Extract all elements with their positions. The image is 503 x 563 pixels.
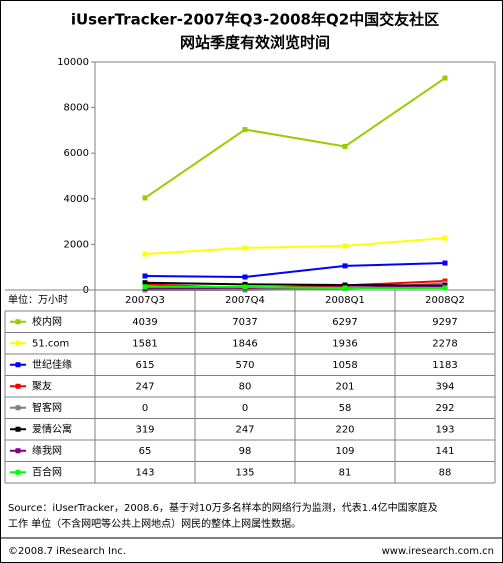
table-cell: 220 <box>335 424 354 435</box>
table-cell: 141 <box>435 446 454 457</box>
source-text: 工作 单位（不含网吧等公共上网地点）网民的整体上网属性数据。 <box>8 517 301 530</box>
table-cell: 143 <box>135 467 154 478</box>
series-line <box>144 281 446 287</box>
legend-label: 校内网 <box>32 315 62 328</box>
website: www.iresearch.com.cn <box>382 546 494 557</box>
table-cell: 4039 <box>132 317 157 328</box>
table-cell: 9297 <box>432 317 457 328</box>
chart-subtitle: 网站季度有效浏览时间 <box>180 34 330 52</box>
series-line <box>144 285 446 290</box>
table-cell: 0 <box>142 403 148 414</box>
legend-label: 缘我网 <box>32 444 62 457</box>
series-line <box>144 237 446 255</box>
table-cell: 247 <box>135 381 154 392</box>
legend-label: 爱情公寓 <box>32 422 72 435</box>
point-marker <box>342 263 348 269</box>
table-cell: 80 <box>239 381 252 392</box>
point-marker <box>142 251 148 257</box>
legend-marker <box>15 405 21 411</box>
table-cell: 394 <box>435 381 454 392</box>
point-marker <box>242 284 248 290</box>
table-cell: 0 <box>242 403 248 414</box>
point-marker <box>342 243 348 249</box>
copyright: ©2008.7 iResearch Inc. <box>8 546 126 557</box>
table-cell: 98 <box>239 446 252 457</box>
table-cell: 1183 <box>432 360 457 371</box>
table-cell: 2278 <box>432 338 457 349</box>
legend-marker <box>15 469 21 475</box>
table-cell: 319 <box>135 424 154 435</box>
y-tick-label: 8000 <box>64 103 89 114</box>
point-marker <box>442 75 448 81</box>
point-marker <box>142 284 148 290</box>
point-marker <box>142 195 148 201</box>
point-marker <box>442 235 448 241</box>
series-line <box>144 262 446 279</box>
legend-label: 百合网 <box>32 465 62 478</box>
y-tick-label: 4000 <box>64 194 89 205</box>
legend-label: 聚友 <box>32 379 52 392</box>
table-cell: 201 <box>335 381 354 392</box>
table-cell: 135 <box>235 467 254 478</box>
legend-label: 51.com <box>32 338 69 349</box>
legend-label: 智客网 <box>32 401 62 414</box>
table-cell: 615 <box>135 360 154 371</box>
legend-marker <box>15 340 21 346</box>
point-marker <box>242 127 248 133</box>
x-tick-label: 2008Q1 <box>325 295 365 306</box>
table-cell: 6297 <box>332 317 357 328</box>
table-cell: 247 <box>235 424 254 435</box>
legend-marker <box>15 426 21 432</box>
table-cell: 292 <box>435 403 454 414</box>
y-tick-label: 10000 <box>57 57 89 68</box>
point-marker <box>142 273 148 279</box>
table-cell: 1581 <box>132 338 157 349</box>
table-cell: 1846 <box>232 338 257 349</box>
table-cell: 1936 <box>332 338 357 349</box>
x-tick-label: 2008Q2 <box>425 295 465 306</box>
table-cell: 65 <box>139 446 152 457</box>
point-marker <box>142 280 148 286</box>
table-cell: 109 <box>335 446 354 457</box>
series-line <box>144 77 446 199</box>
point-marker <box>342 282 348 288</box>
y-tick-label: 6000 <box>64 148 89 159</box>
point-marker <box>242 245 248 251</box>
table-cell: 81 <box>339 467 352 478</box>
y-tick-label: 2000 <box>64 239 89 250</box>
table-cell: 193 <box>435 424 454 435</box>
x-tick-label: 2007Q4 <box>225 295 265 306</box>
legend-label: 世纪佳缘 <box>32 358 72 371</box>
point-marker <box>242 281 248 287</box>
point-marker <box>442 285 448 291</box>
point-marker <box>242 274 248 280</box>
x-tick-label: 2007Q3 <box>125 295 165 306</box>
chart-title: iUserTracker-2007年Q3-2008年Q2中国交友社区 <box>71 11 439 29</box>
unit-label: 单位：万小时 <box>8 293 68 306</box>
point-marker <box>342 143 348 149</box>
table-cell: 1058 <box>332 360 357 371</box>
legend-marker <box>15 362 21 368</box>
table-cell: 58 <box>339 403 352 414</box>
table-cell: 570 <box>235 360 254 371</box>
point-marker <box>442 260 448 266</box>
legend-marker <box>15 383 21 389</box>
point-marker <box>342 285 348 291</box>
table-cell: 88 <box>439 467 452 478</box>
table-cell: 7037 <box>232 317 257 328</box>
legend-marker <box>15 319 21 325</box>
legend-marker <box>15 448 21 454</box>
source-text: Source：iUserTracker，2008.6，基于对10万多名样本的网络… <box>8 501 438 514</box>
